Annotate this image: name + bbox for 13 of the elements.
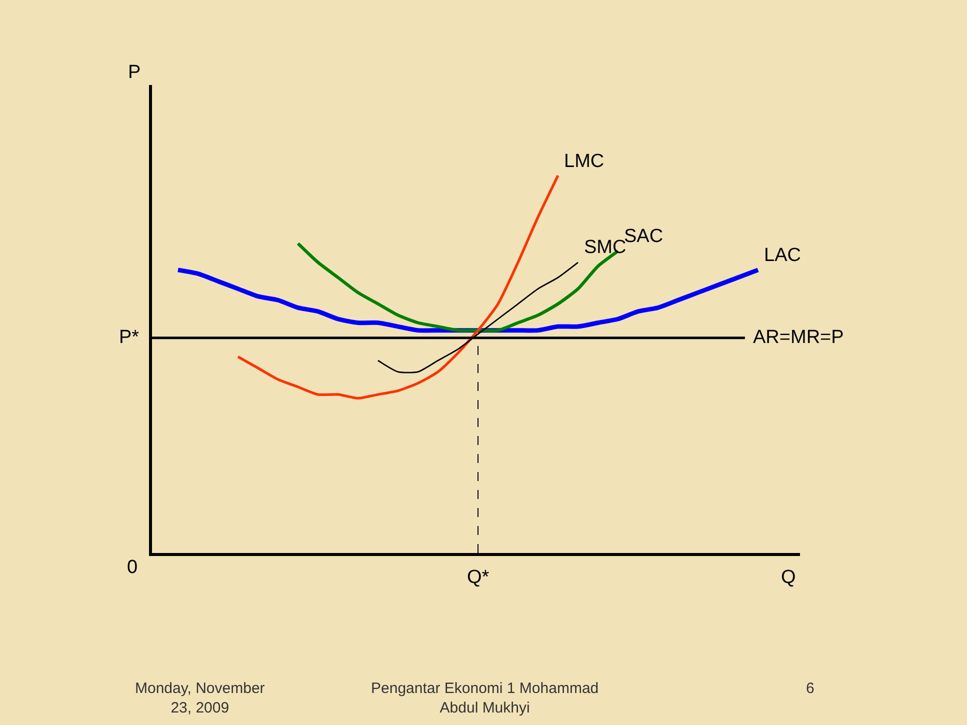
text: P* [119,327,140,348]
text: Monday, November 23, 2009 [135,680,265,716]
text: Pengantar Ekonomi 1 Mohammad Abdul Mukhyi [371,680,599,716]
series-label: SMC [584,237,626,258]
y-axis-title: P [128,62,141,83]
text: 6 [806,680,814,697]
x-axis-title: Q [781,567,796,588]
ref-line-label: AR=MR=P [753,327,844,348]
series-label: SAC [624,226,664,247]
text: Q* [467,567,490,588]
text: 0 [127,557,138,578]
series-label: LMC [564,151,604,172]
series-label: LAC [764,245,801,266]
